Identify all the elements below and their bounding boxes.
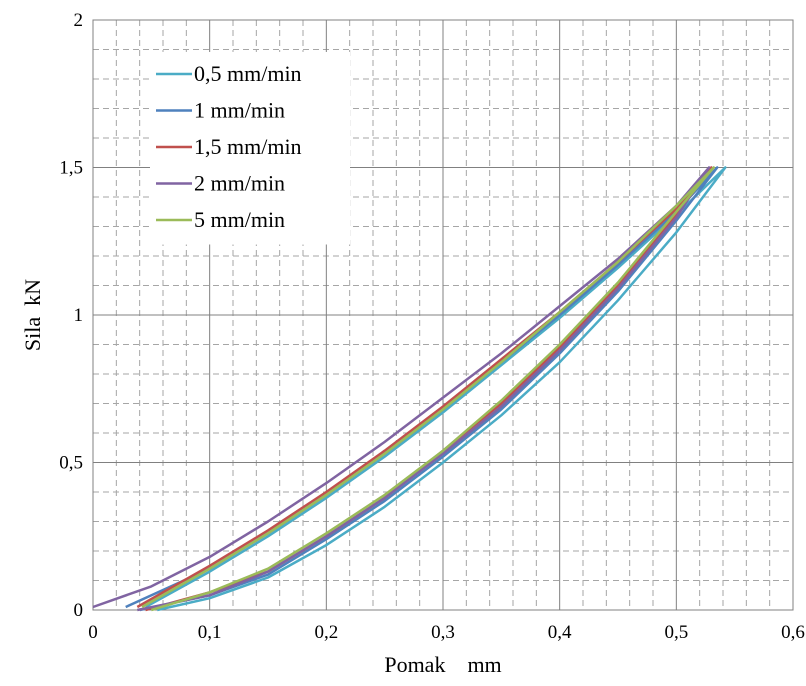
y-axis-label: Sila kN [20, 279, 45, 351]
y-tick-label: 1 [74, 305, 84, 326]
series-line [144, 166, 727, 612]
x-tick-label: 0,5 [664, 622, 688, 643]
x-tick-label: 0,1 [198, 622, 222, 643]
legend-entry-label: 1,5 mm/min [194, 134, 302, 159]
x-tick-label: 0,6 [781, 622, 805, 643]
x-axis-ticks: 0 0,1 0,2 0,3 0,4 0,5 0,6 [88, 622, 805, 643]
x-tick-label: 0 [88, 622, 98, 643]
x-tick-label: 0,4 [548, 622, 572, 643]
series-line [92, 166, 711, 612]
y-tick-label: 2 [74, 10, 84, 31]
legend: 0,5 mm/min 1 mm/min 1,5 mm/min 2 mm/min 5 mm… [150, 52, 350, 245]
x-tick-label: 0,2 [314, 622, 338, 643]
y-axis-ticks: 0 0,5 1 1,5 2 [59, 10, 83, 621]
legend-entry-label: 5 mm/min [194, 207, 285, 232]
series-layer [92, 166, 727, 612]
series-line [141, 166, 715, 612]
plot-area-border [92, 19, 794, 611]
x-axis-label: Pomak mm [384, 652, 501, 677]
y-tick-label: 1,5 [59, 158, 83, 179]
legend-entry-label: 1 mm/min [194, 98, 285, 123]
legend-entry-label: 0,5 mm/min [194, 61, 302, 86]
x-tick-label: 0,3 [431, 622, 455, 643]
y-tick-label: 0,5 [59, 453, 83, 474]
y-tick-label: 0 [74, 600, 84, 621]
legend-entry-label: 2 mm/min [194, 171, 285, 196]
